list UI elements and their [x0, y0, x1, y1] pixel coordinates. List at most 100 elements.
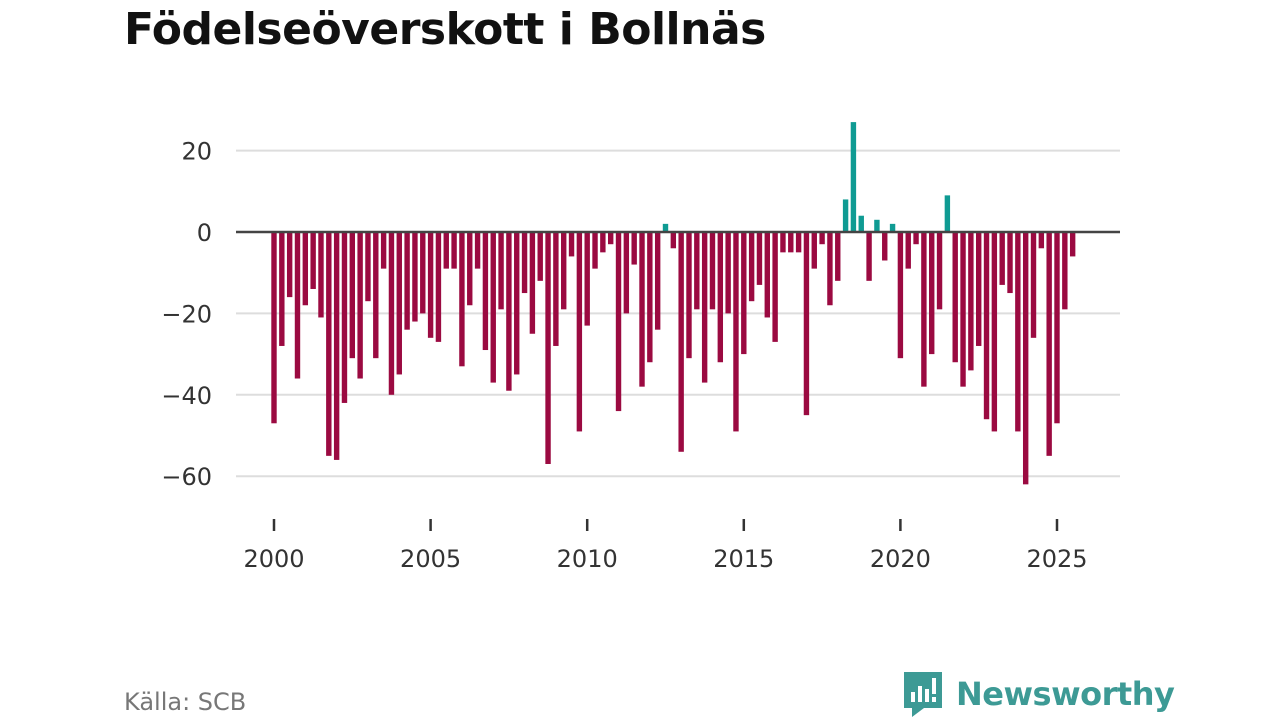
bar — [529, 232, 536, 334]
y-tick-label: −60 — [161, 463, 212, 491]
bar — [944, 195, 951, 232]
bar — [435, 232, 442, 342]
bar — [584, 232, 590, 326]
bar — [271, 232, 277, 424]
bar — [780, 232, 786, 253]
bar — [506, 232, 512, 391]
bar — [326, 232, 332, 456]
newsworthy-logo-icon — [904, 672, 942, 717]
bar — [678, 232, 684, 452]
bar — [1046, 232, 1052, 456]
bar — [905, 232, 911, 269]
bar — [459, 232, 465, 367]
bar — [443, 232, 449, 269]
brand-name: Newsworthy — [956, 675, 1175, 713]
bar — [913, 232, 919, 245]
bar — [607, 232, 614, 245]
bar — [623, 232, 630, 314]
bar — [686, 232, 692, 359]
bar — [1069, 232, 1076, 257]
bar — [874, 219, 880, 232]
bar — [819, 232, 825, 245]
bar — [286, 232, 293, 298]
bar — [1015, 232, 1021, 432]
bar — [733, 232, 739, 432]
bar — [929, 232, 935, 355]
bar — [420, 232, 426, 314]
x-tick-label: 2005 — [400, 545, 461, 573]
bar — [279, 232, 285, 346]
x-tick-label: 2015 — [713, 545, 774, 573]
bar — [545, 232, 551, 464]
bar — [976, 232, 982, 346]
bar — [600, 232, 606, 253]
bar — [373, 232, 379, 359]
bar — [850, 122, 857, 232]
bar — [858, 215, 864, 232]
bar — [490, 232, 496, 383]
bar — [952, 232, 958, 363]
bar — [1054, 232, 1060, 424]
x-tick-label: 2025 — [1026, 545, 1087, 573]
bar — [889, 223, 896, 232]
bar — [474, 232, 481, 269]
bar — [756, 232, 763, 285]
bar — [302, 232, 309, 306]
bar — [694, 232, 700, 310]
bar — [553, 232, 559, 346]
bar — [451, 232, 457, 269]
bar — [568, 232, 575, 257]
bar — [349, 232, 355, 359]
bar — [654, 232, 661, 330]
bar — [897, 232, 904, 359]
brand-logo: Newsworthy — [902, 670, 1175, 718]
bar — [960, 232, 966, 387]
bar — [748, 232, 755, 302]
bar — [380, 232, 387, 269]
bar — [1007, 232, 1013, 294]
bar — [1038, 232, 1045, 249]
bar — [670, 232, 677, 249]
bar — [412, 232, 418, 322]
bar — [404, 232, 410, 330]
bar — [427, 232, 434, 338]
bar — [592, 232, 598, 269]
bar — [388, 232, 395, 395]
bar — [983, 232, 990, 420]
bar — [741, 232, 747, 355]
bar — [310, 232, 316, 289]
bar — [717, 232, 724, 363]
bar — [803, 232, 810, 416]
y-tick-label: 20 — [181, 138, 212, 166]
bar — [936, 232, 943, 310]
bar — [835, 232, 841, 281]
x-tick-label: 2010 — [557, 545, 618, 573]
bar — [561, 232, 567, 310]
bar — [1062, 232, 1068, 310]
bar — [631, 232, 637, 265]
bar — [1022, 232, 1029, 485]
bar — [333, 232, 340, 460]
y-tick-label: −40 — [161, 382, 212, 410]
bar — [396, 232, 402, 375]
bar — [842, 199, 849, 232]
y-tick-label: 0 — [197, 219, 212, 247]
bar — [514, 232, 520, 375]
bar — [709, 232, 716, 310]
bar — [576, 232, 583, 432]
bar — [725, 232, 731, 314]
bar — [968, 232, 974, 371]
bar — [788, 232, 794, 253]
bar — [357, 232, 363, 379]
bar — [639, 232, 645, 387]
bar — [795, 232, 802, 253]
bar — [318, 232, 324, 318]
bar — [1030, 232, 1037, 338]
bar — [811, 232, 817, 269]
bar — [365, 232, 371, 302]
x-tick-label: 2020 — [870, 545, 931, 573]
bar — [764, 232, 770, 318]
bar — [647, 232, 653, 363]
bar — [991, 232, 998, 432]
